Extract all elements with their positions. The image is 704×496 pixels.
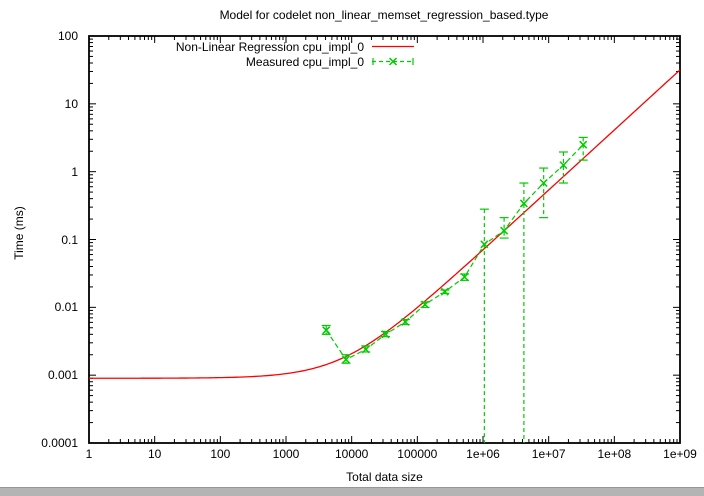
legend-label-measured: Measured cpu_impl_0 <box>245 55 364 69</box>
bottom-gray-strip <box>0 487 704 496</box>
chart-title: Model for codelet non_linear_memset_regr… <box>219 8 549 22</box>
x-tick-label: 10000 <box>334 447 369 461</box>
measured-marker-x <box>579 140 588 149</box>
x-tick-label: 1e+07 <box>531 447 566 461</box>
legend-sample-marker-x <box>388 57 398 66</box>
measured-marker-x <box>559 161 568 170</box>
legend-entry-regression: Non-Linear Regression cpu_impl_0 <box>0 40 364 54</box>
y-tick-label: 0.001 <box>47 368 78 383</box>
measured-marker-x <box>341 355 351 364</box>
y-tick-label: 0.1 <box>61 232 78 247</box>
measured-marker-x <box>460 272 469 282</box>
measured-marker-x <box>322 326 331 335</box>
y-tick-label: 1 <box>71 164 78 179</box>
x-tick-label: 10 <box>147 447 162 461</box>
legend-label-regression: Non-Linear Regression cpu_impl_0 <box>175 40 364 54</box>
measured-marker-x <box>440 287 449 296</box>
y-tick-label: 0.0001 <box>41 436 78 450</box>
x-axis-title: Total data size <box>346 470 423 484</box>
x-tick-label: 100 <box>210 447 231 461</box>
measured-marker-x <box>500 226 509 235</box>
y-tick-label: 0.01 <box>54 300 78 315</box>
plot-border <box>88 35 681 444</box>
x-tick-label: 1e+08 <box>597 447 632 461</box>
measured-marker-x <box>480 240 489 249</box>
y-tick-label: 10 <box>64 96 78 111</box>
x-tick-label: 1000 <box>272 447 300 461</box>
x-tick-label: 1 <box>85 447 93 461</box>
measured-marker-x <box>401 317 410 326</box>
x-tick-label: 1e+06 <box>466 447 500 461</box>
measured-marker-x <box>539 178 548 188</box>
x-tick-label: 100000 <box>397 447 438 461</box>
measured-marker-x <box>519 199 528 208</box>
x-tick-label: 1e+09 <box>663 447 697 461</box>
measured-line <box>325 144 584 361</box>
y-tick-label: 100 <box>57 29 78 43</box>
measured-marker-x <box>361 345 370 354</box>
legend-entry-measured: Measured cpu_impl_0 <box>0 55 364 69</box>
measured-marker-x <box>381 330 390 339</box>
measured-marker-x <box>421 300 430 309</box>
